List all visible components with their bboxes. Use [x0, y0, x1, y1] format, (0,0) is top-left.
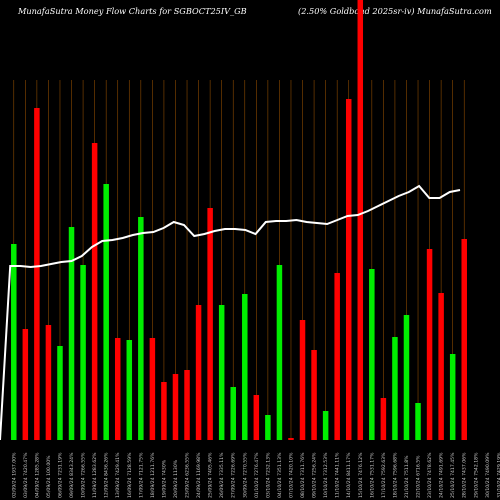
bar — [149, 338, 156, 440]
x-tick-label: 25/10/24 7417.45% — [450, 452, 456, 498]
x-tick-label: 11/10/24 7441.11% — [335, 452, 341, 498]
bar — [438, 293, 444, 440]
x-tick-label: 23/10/24 7478.62% — [427, 452, 433, 498]
x-tick-label: 15/10/24 7476.12% — [358, 452, 364, 498]
bar — [322, 411, 329, 440]
x-tick-label: 31/10/24 7429.19% — [496, 452, 500, 498]
bar — [34, 108, 40, 440]
bar — [230, 387, 236, 440]
bar — [403, 315, 410, 440]
bar — [45, 325, 52, 440]
bar — [57, 346, 63, 440]
x-tick-label: 30/10/24 7490.09% — [485, 452, 491, 498]
bar — [311, 350, 317, 440]
x-tick-label: 23/09/24 6236.55% — [185, 452, 191, 498]
x-tick-label: 05/09/24 100.00% — [46, 455, 52, 498]
chart-title: MunafaSutra Money Flow Charts for SGBOCT… — [18, 6, 247, 16]
x-tick-label: 09/10/24 7256.24% — [312, 452, 318, 498]
bar — [357, 0, 364, 440]
bar — [392, 337, 398, 440]
bar — [68, 227, 75, 440]
bar — [288, 438, 294, 440]
x-tick-label: 29/10/24 7542.18% — [473, 452, 479, 498]
x-tick-label: 03/10/24 7232.13% — [265, 452, 271, 498]
x-tick-label: 18/09/24 1211.76% — [150, 452, 156, 498]
chart-subtitle: (2.50% Goldbond 2025sr-iv) MunafaSutra.c… — [298, 6, 492, 16]
bar — [207, 208, 213, 440]
bar — [80, 265, 86, 440]
x-tick-label: 06/09/24 7231.19% — [57, 452, 63, 498]
x-tick-label: 04/10/24 7351.13% — [277, 452, 283, 498]
money-flow-line — [0, 184, 461, 441]
x-tick-label: 03/09/24 7420.47% — [23, 452, 29, 498]
x-tick-label: 04/09/24 1285.28% — [34, 452, 40, 498]
x-tick-label: 14/10/24 8411.17% — [346, 452, 352, 498]
bar — [449, 354, 456, 440]
x-tick-label: 17/10/24 7592.63% — [381, 452, 387, 498]
x-tick-label: 20/09/24 1130% — [173, 459, 179, 498]
bar — [426, 249, 433, 440]
x-tick-label: 11/09/24 1283.62% — [92, 452, 98, 498]
x-tick-label: 10/10/24 7312.53% — [323, 452, 329, 498]
bar — [369, 269, 375, 440]
x-tick-label: 10/09/24 7266.55% — [81, 452, 87, 498]
bar — [11, 244, 17, 440]
bar — [138, 217, 144, 440]
x-tick-label: 24/09/24 1169.98% — [196, 452, 202, 498]
x-tick-label: 16/10/24 7531.17% — [369, 452, 375, 498]
x-tick-label: 12/09/24 8436.26% — [104, 452, 110, 498]
bar — [161, 382, 167, 440]
x-tick-label: 19/09/24 7430% — [161, 459, 167, 498]
x-tick-label: 30/09/24 7270.55% — [242, 452, 248, 498]
bar — [114, 338, 121, 440]
bar — [218, 305, 225, 440]
x-tick-label: 07/10/24 7420.10% — [288, 452, 294, 498]
x-tick-label: 08/10/24 7311.76% — [300, 452, 306, 498]
bar — [126, 340, 133, 440]
bar — [242, 294, 248, 440]
bar — [345, 99, 352, 440]
bar — [91, 143, 98, 440]
x-tick-label: 01/10/24 7276.47% — [254, 452, 260, 498]
bar — [265, 415, 271, 440]
bar — [461, 239, 467, 440]
bar — [172, 374, 179, 440]
bar — [195, 305, 202, 440]
x-tick-label: 25/09/24 7405.46% — [208, 452, 214, 498]
x-tick-label: 22/10/24 6716.5% — [416, 455, 422, 498]
bar — [184, 370, 190, 440]
x-tick-label: 27/09/24 7226.69% — [231, 452, 237, 498]
bar — [299, 320, 306, 440]
x-tick-label: 16/09/24 7128.59% — [127, 452, 133, 498]
bar — [334, 273, 340, 440]
bar — [253, 395, 260, 440]
bar — [415, 403, 421, 440]
x-tick-label: 24/10/24 7491.69% — [439, 452, 445, 498]
x-tick-label: 09/09/24 8343.24% — [69, 452, 75, 498]
x-tick-label: 28/10/24 7437.06% — [462, 452, 468, 498]
x-tick-label: 18/10/24 7596.68% — [392, 452, 398, 498]
bar — [103, 184, 109, 440]
x-tick-label: 17/09/24 7121.75% — [138, 452, 144, 498]
bar — [22, 329, 29, 440]
x-tick-label: 21/10/24 7511.8% — [404, 455, 410, 498]
x-tick-label: 02/09/24 1937.00% — [11, 452, 17, 498]
x-tick-label: 13/09/24 7429.41% — [115, 452, 121, 498]
bar — [380, 398, 387, 440]
bar — [276, 265, 283, 440]
x-tick-label: 26/09/24 7335.11% — [219, 452, 225, 498]
